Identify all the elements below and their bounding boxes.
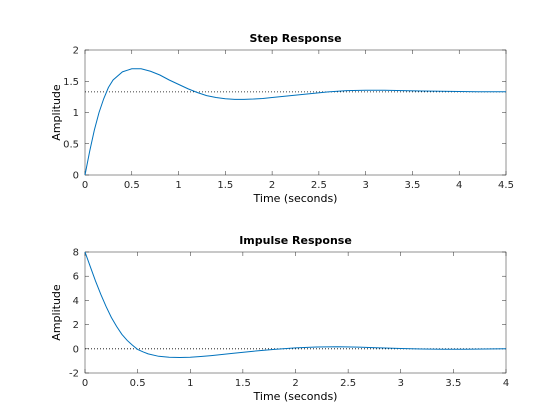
x-tick-label: 3.5	[445, 378, 461, 389]
y-axis-label: Amplitude	[50, 84, 63, 141]
y-tick-label: 8	[73, 248, 79, 259]
x-tick-label: 4.5	[498, 180, 514, 191]
x-tick-label: 1.5	[235, 378, 251, 389]
x-tick-label: 1	[187, 378, 193, 389]
x-tick-label: 2	[292, 378, 298, 389]
plot-area	[84, 251, 507, 374]
y-axis-label: Amplitude	[50, 284, 63, 341]
x-tick-label: 2.5	[311, 180, 327, 191]
y-tick-label: 2	[73, 46, 79, 57]
y-tick-label: 1	[73, 108, 79, 119]
chart-title: Impulse Response	[239, 234, 352, 247]
y-tick-label: 1.5	[63, 77, 79, 88]
x-tick-label: 0	[82, 180, 88, 191]
x-tick-label: 0.5	[124, 180, 140, 191]
x-tick-label: 3	[362, 180, 368, 191]
y-tick-label: 4	[73, 296, 79, 307]
x-tick-label: 2.5	[340, 378, 356, 389]
series-line-1	[84, 251, 507, 359]
y-tick-label: 2	[73, 320, 79, 331]
x-tick-label: 2	[269, 180, 275, 191]
x-tick-label: 1	[175, 180, 181, 191]
x-tick-label: 0.5	[130, 378, 146, 389]
y-tick-label: 0.5	[63, 139, 79, 150]
y-tick-label: 0	[73, 171, 79, 182]
x-tick-label: 3	[398, 378, 404, 389]
x-axis-label: Time (seconds)	[253, 192, 338, 205]
x-axis-label: Time (seconds)	[253, 390, 338, 403]
plot-area	[84, 49, 507, 176]
y-tick-label: 0	[73, 344, 79, 355]
x-tick-label: 4	[456, 180, 462, 191]
chart-1: 0 0.5 1 1.5 2 2.5 3 3.5 4 4.5 0 0.5 1 1.5 2 Step Respon…	[50, 32, 514, 205]
x-tick-label: 3.5	[404, 180, 420, 191]
series-line-1	[84, 68, 506, 176]
x-tick-label: 0	[82, 378, 88, 389]
x-tick-label: 1.5	[217, 180, 233, 191]
y-tick-label: 6	[73, 272, 79, 283]
x-tick-label: 4	[503, 378, 509, 389]
y-tick-label: -2	[69, 369, 79, 380]
chart-title: Step Response	[249, 32, 341, 45]
